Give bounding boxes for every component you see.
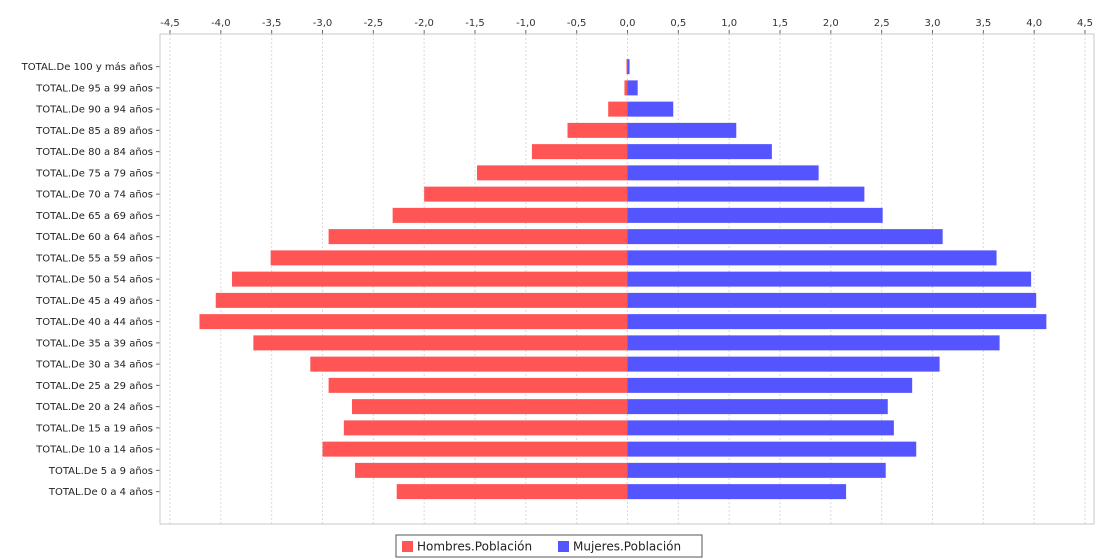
category-label: TOTAL.De 35 a 39 años [35, 338, 153, 349]
category-label: TOTAL.De 65 a 69 años [35, 211, 153, 222]
bar-hombres [351, 399, 628, 415]
legend-swatch-mujeres [558, 541, 569, 552]
category-axis: TOTAL.De 100 y más años TOTAL.De 95 a 99 … [21, 61, 160, 498]
category-label: TOTAL.De 10 a 14 años [35, 445, 153, 456]
x-tick-label: -4,5 [160, 18, 180, 29]
bar-mujeres [627, 356, 940, 372]
x-tick-label: 4,0 [1026, 18, 1042, 29]
category-label: TOTAL.De 60 a 64 años [35, 232, 153, 243]
x-tick-label: -3,0 [313, 18, 333, 29]
category-label: TOTAL.De 95 a 99 años [35, 83, 153, 94]
x-tick-label: 3,5 [975, 18, 991, 29]
x-tick-label: -4,0 [211, 18, 231, 29]
bar-mujeres [627, 186, 865, 202]
bar-mujeres [627, 229, 943, 245]
bar-mujeres [627, 144, 772, 160]
x-tick-label: -0,5 [567, 18, 587, 29]
bar-hombres [608, 101, 628, 117]
bar-hombres [396, 484, 628, 500]
legend-box [395, 534, 703, 558]
x-tick-label: 4,5 [1077, 18, 1093, 29]
x-tick-label: -2,0 [414, 18, 434, 29]
bar-mujeres [627, 484, 847, 500]
x-tick-label: -2,5 [364, 18, 384, 29]
category-label: TOTAL.De 15 a 19 años [35, 423, 153, 434]
category-label: TOTAL.De 100 y más años [21, 61, 153, 73]
legend-label-mujeres: Mujeres.Población [573, 540, 681, 554]
bar-hombres [477, 165, 628, 181]
category-label: TOTAL.De 75 a 79 años [35, 168, 153, 179]
category-label: TOTAL.De 55 a 59 años [35, 253, 153, 264]
bar-mujeres [627, 207, 883, 223]
bar-mujeres [627, 399, 888, 415]
x-tick-label: 0,5 [670, 18, 686, 29]
bar-mujeres [627, 122, 737, 138]
x-tick-label: 2,5 [874, 18, 890, 29]
category-label: TOTAL.De 45 a 49 años [35, 296, 153, 307]
bar-mujeres [627, 441, 917, 457]
x-tick-label: 1,0 [721, 18, 737, 29]
bar-hombres [232, 271, 628, 287]
category-label: TOTAL.De 85 a 89 años [35, 126, 153, 137]
bar-mujeres [627, 314, 1047, 330]
bar-hombres [215, 292, 628, 308]
x-tick-label: 2,0 [823, 18, 839, 29]
x-axis: -4,5 -4,0 -3,5 -3,0 -2,5 -2,0 -1,5 -1,0 -0,5 0,0 0… [160, 18, 1094, 35]
category-label: TOTAL.De 70 a 74 años [35, 190, 153, 201]
x-tick-label: 3,0 [925, 18, 941, 29]
bar-hombres [253, 335, 628, 351]
bar-hombres [343, 420, 628, 436]
category-label: TOTAL.De 25 a 29 años [35, 381, 153, 392]
bar-mujeres [627, 462, 886, 478]
bar-mujeres [627, 101, 674, 117]
bar-mujeres [627, 165, 819, 181]
category-label: TOTAL.De 20 a 24 años [35, 402, 153, 413]
bar-hombres [392, 207, 628, 223]
bar-hombres [355, 462, 628, 478]
category-label: TOTAL.De 80 a 84 años [35, 147, 153, 158]
plot-frame [159, 33, 1095, 525]
x-tick-label: 1,5 [772, 18, 788, 29]
bar-mujeres [627, 271, 1032, 287]
bar-hombres [322, 441, 628, 457]
legend: Hombres.Población Mujeres.Población [395, 534, 703, 558]
bar-hombres [270, 250, 628, 266]
bar-hombres [310, 356, 628, 372]
category-label: TOTAL.De 5 a 9 años [48, 466, 153, 477]
bar-mujeres [627, 250, 997, 266]
bar-hombres [624, 80, 628, 96]
category-label: TOTAL.De 90 a 94 años [35, 105, 153, 116]
bar-mujeres [627, 420, 894, 436]
legend-label-hombres: Hombres.Población [417, 540, 532, 554]
x-tick-label: -1,5 [465, 18, 485, 29]
category-label: TOTAL.De 50 a 54 años [35, 275, 153, 286]
x-tick-label: 0,0 [620, 18, 636, 29]
bar-hombres [328, 377, 628, 393]
category-label: TOTAL.De 30 a 34 años [35, 360, 153, 371]
bar-mujeres [627, 335, 1000, 351]
bar-hombres [567, 122, 628, 138]
bars [199, 59, 1047, 500]
bar-mujeres [627, 59, 630, 75]
x-tick-label: -1,0 [516, 18, 536, 29]
bar-mujeres [627, 292, 1037, 308]
x-tick-label: -3,5 [262, 18, 282, 29]
bar-mujeres [627, 377, 913, 393]
legend-swatch-hombres [402, 541, 413, 552]
category-label: TOTAL.De 0 a 4 años [48, 487, 153, 498]
bar-hombres [626, 59, 628, 75]
bar-hombres [531, 144, 628, 160]
category-label: TOTAL.De 40 a 44 años [35, 317, 153, 328]
bar-hombres [328, 229, 628, 245]
bar-hombres [199, 314, 628, 330]
bar-mujeres [627, 80, 638, 96]
bar-hombres [424, 186, 628, 202]
